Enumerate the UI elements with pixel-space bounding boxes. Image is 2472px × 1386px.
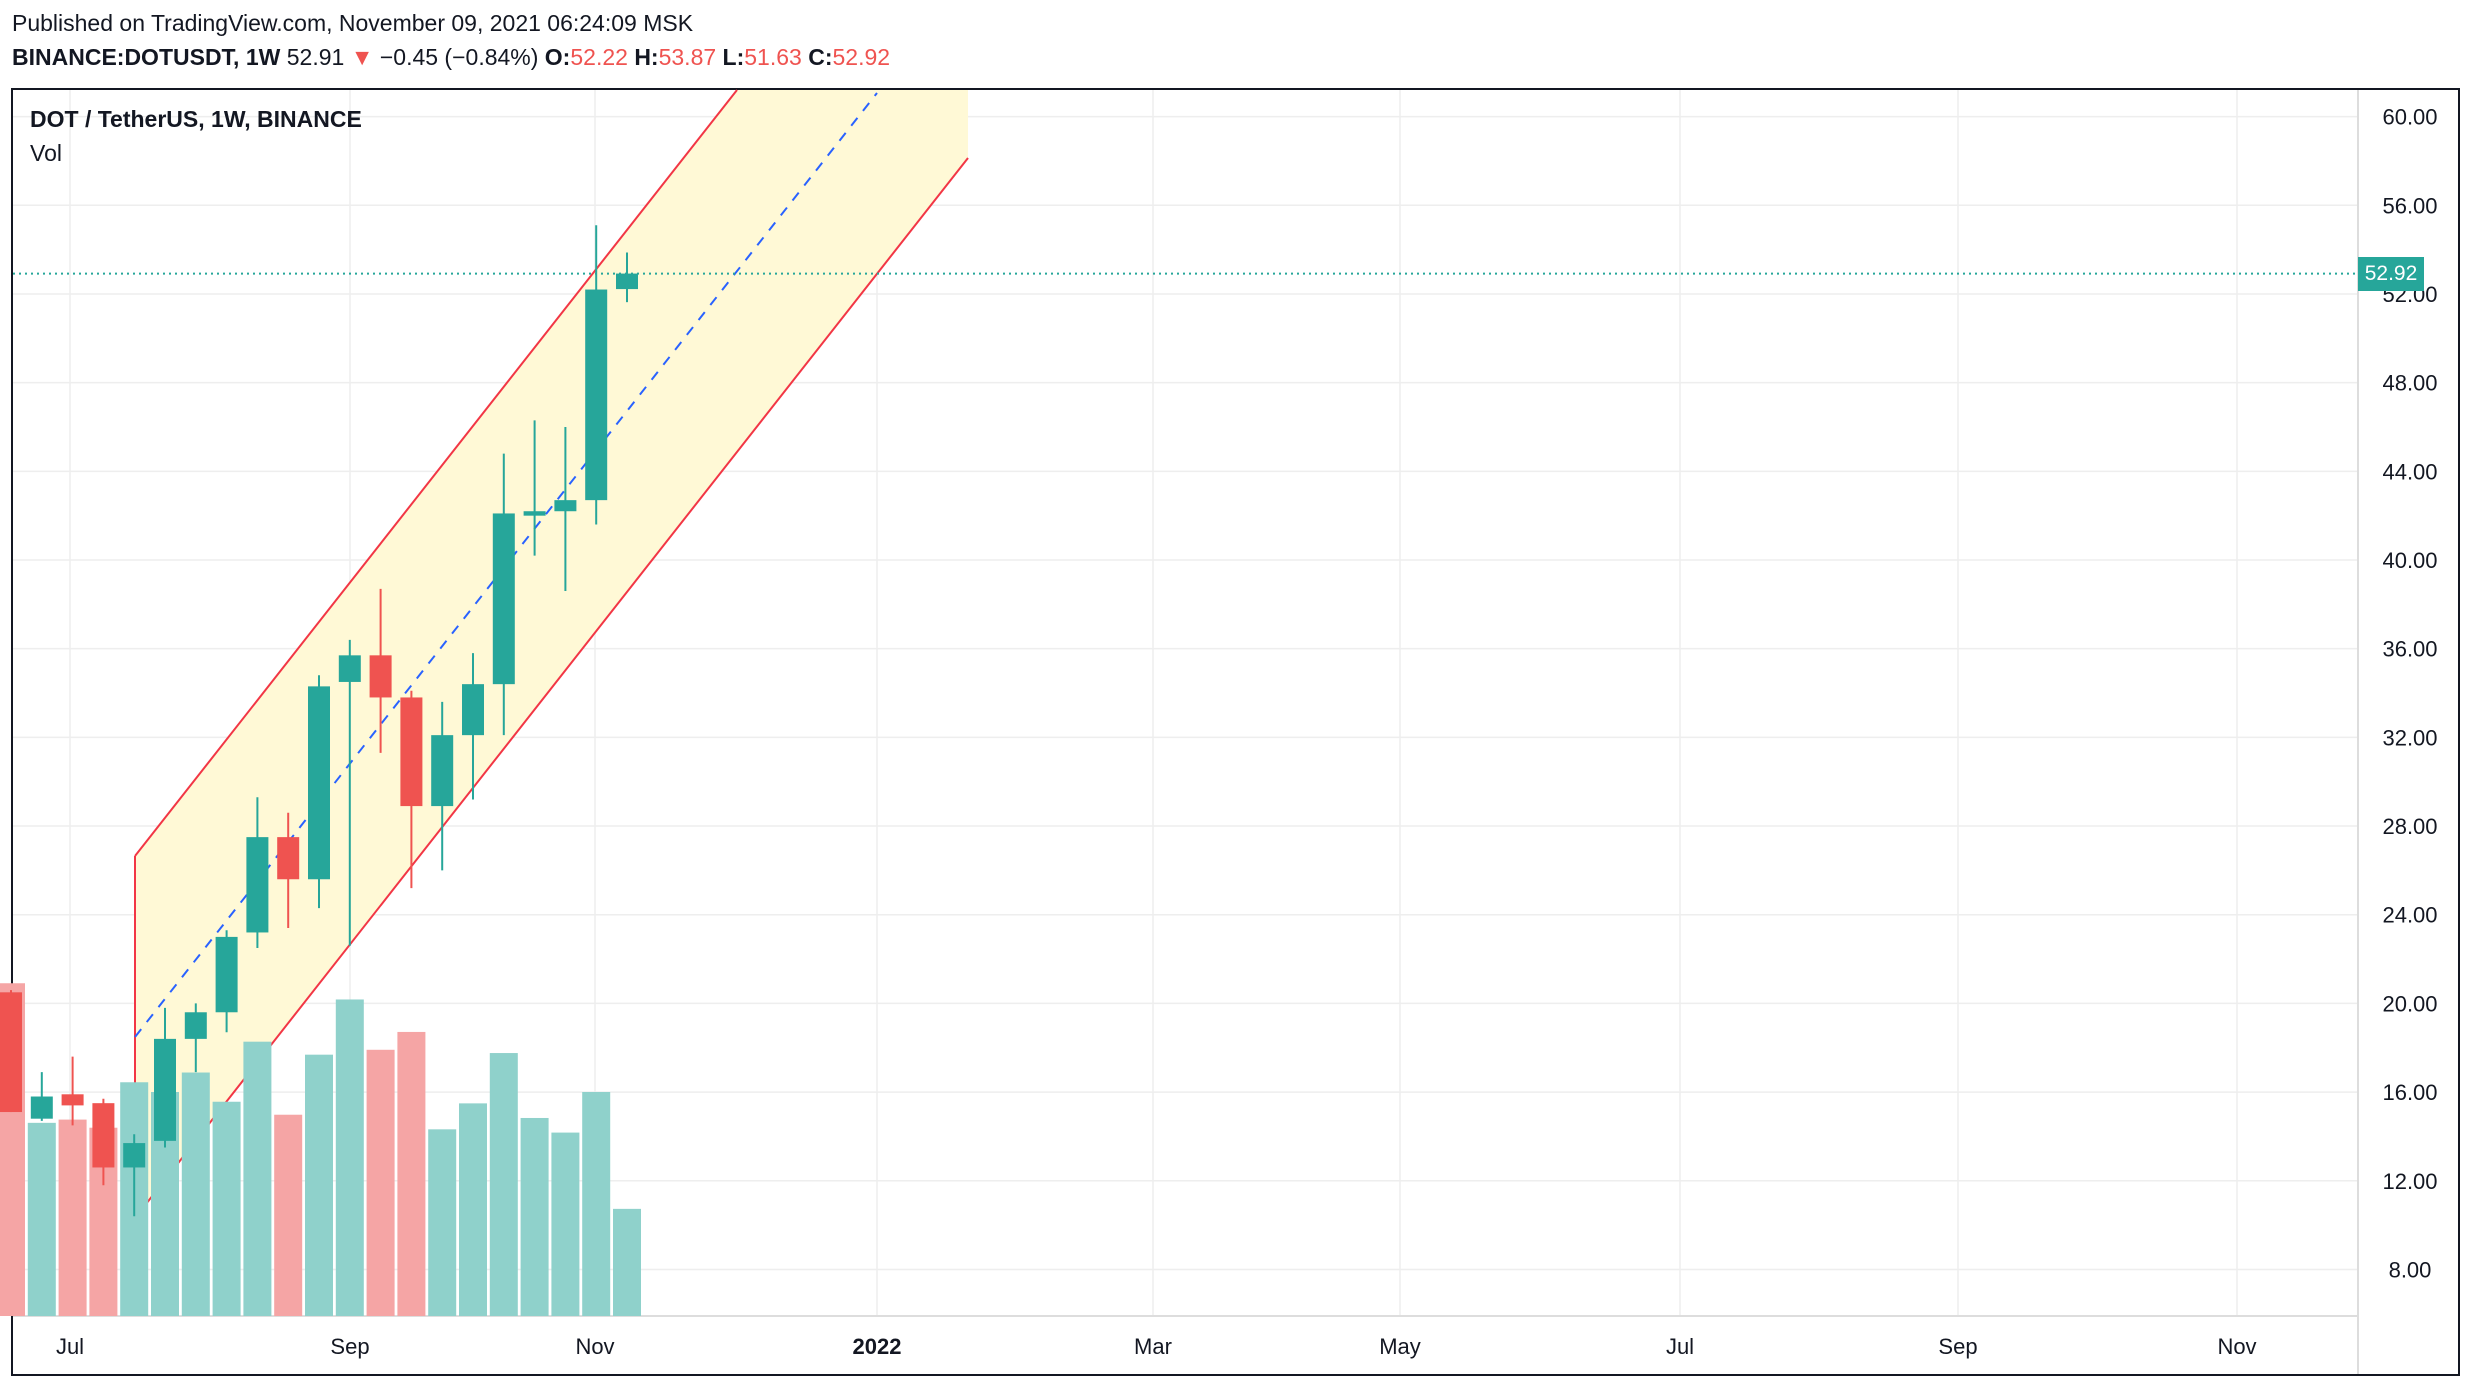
candle-body bbox=[184, 1012, 207, 1039]
y-tick-label: 28.00 bbox=[2382, 814, 2437, 839]
y-tick-label: 60.00 bbox=[2382, 105, 2437, 130]
close-value: 52.92 bbox=[832, 44, 891, 70]
low-label: L: bbox=[722, 44, 745, 70]
low-value: 51.63 bbox=[744, 44, 802, 70]
down-arrow-icon: ▼ bbox=[350, 44, 374, 70]
volume-bar bbox=[58, 1119, 87, 1316]
chart-frame[interactable] bbox=[11, 88, 2460, 1376]
candle-body bbox=[431, 735, 454, 807]
candle-body bbox=[308, 686, 330, 880]
x-tick-label: Nov bbox=[575, 1334, 614, 1359]
y-tick-label: 24.00 bbox=[2382, 903, 2437, 928]
symbol-line: BINANCE:DOTUSDT, 1W 52.91 ▼ −0.45 (−0.84… bbox=[12, 44, 890, 71]
candle-body bbox=[30, 1096, 53, 1119]
last-price: 52.91 bbox=[286, 44, 345, 70]
candle-body bbox=[215, 936, 238, 1013]
x-tick-label: Mar bbox=[1134, 1334, 1172, 1359]
x-tick-label: Sep bbox=[1938, 1334, 1977, 1359]
candle-body bbox=[585, 289, 608, 501]
channel-lower-line bbox=[134, 157, 969, 1219]
chart-legend-title: DOT / TetherUS, 1W, BINANCE bbox=[30, 106, 362, 132]
volume-bar bbox=[397, 1031, 426, 1316]
price-change: −0.45 (−0.84%) bbox=[379, 44, 539, 70]
x-tick-label: Nov bbox=[2217, 1334, 2256, 1359]
close-label: C: bbox=[808, 44, 833, 70]
y-tick-label: 8.00 bbox=[2389, 1257, 2432, 1282]
symbol: BINANCE:DOTUSDT, 1W bbox=[12, 44, 281, 70]
candle-body bbox=[492, 513, 515, 685]
volume-bar bbox=[428, 1129, 457, 1316]
volume-bar bbox=[181, 1072, 210, 1316]
channel-upper-line bbox=[134, 89, 738, 857]
volume-bar bbox=[582, 1092, 611, 1316]
candle-body bbox=[92, 1103, 115, 1168]
candle-body bbox=[61, 1094, 84, 1106]
volume-bar bbox=[212, 1101, 241, 1316]
y-tick-label: 44.00 bbox=[2382, 459, 2437, 484]
volume-bar bbox=[335, 999, 364, 1316]
y-tick-label: 56.00 bbox=[2382, 193, 2437, 218]
x-tick-label: Jul bbox=[1666, 1334, 1694, 1359]
high-label: H: bbox=[634, 44, 659, 70]
candle-body bbox=[338, 655, 361, 682]
candle-body bbox=[616, 273, 638, 290]
y-tick-label: 40.00 bbox=[2382, 548, 2437, 573]
x-tick-label: 2022 bbox=[853, 1334, 902, 1359]
published-line: Published on TradingView.com, November 0… bbox=[12, 10, 694, 36]
open-label: O: bbox=[544, 44, 571, 70]
y-tick-label: 48.00 bbox=[2382, 371, 2437, 396]
volume-bar bbox=[27, 1122, 56, 1316]
volume-legend: Vol bbox=[30, 140, 62, 166]
last-price-tag: 52.92 bbox=[2358, 256, 2424, 291]
candle-body bbox=[123, 1143, 146, 1168]
volume-bar bbox=[305, 1054, 333, 1316]
y-tick-label: 16.00 bbox=[2382, 1080, 2437, 1105]
volume-bar bbox=[613, 1208, 641, 1316]
candle-body bbox=[369, 655, 392, 698]
volume-bar bbox=[489, 1053, 518, 1316]
candle-body bbox=[523, 511, 546, 516]
volume-bar bbox=[520, 1117, 549, 1316]
open-value: 52.22 bbox=[570, 44, 628, 70]
y-tick-label: 12.00 bbox=[2382, 1169, 2437, 1194]
volume-bar bbox=[243, 1041, 272, 1316]
candle-body bbox=[0, 992, 22, 1113]
y-tick-label: 32.00 bbox=[2382, 725, 2437, 750]
volume-bar bbox=[274, 1114, 303, 1316]
high-value: 53.87 bbox=[658, 44, 717, 70]
candle-body bbox=[154, 1038, 176, 1141]
candle-body bbox=[554, 500, 577, 512]
candle-body bbox=[246, 837, 269, 933]
volume-bar bbox=[551, 1132, 580, 1316]
volume-bar bbox=[366, 1049, 395, 1316]
x-tick-label: Sep bbox=[330, 1334, 369, 1359]
x-tick-label: Jul bbox=[56, 1334, 84, 1359]
candle-body bbox=[462, 684, 484, 736]
y-tick-label: 36.00 bbox=[2382, 637, 2437, 662]
candle-body bbox=[400, 697, 423, 807]
volume-bar bbox=[459, 1103, 487, 1316]
x-tick-label: May bbox=[1379, 1334, 1421, 1359]
candle-body bbox=[277, 837, 300, 880]
channel-fill bbox=[135, 90, 968, 1218]
y-tick-label: 20.00 bbox=[2382, 991, 2437, 1016]
